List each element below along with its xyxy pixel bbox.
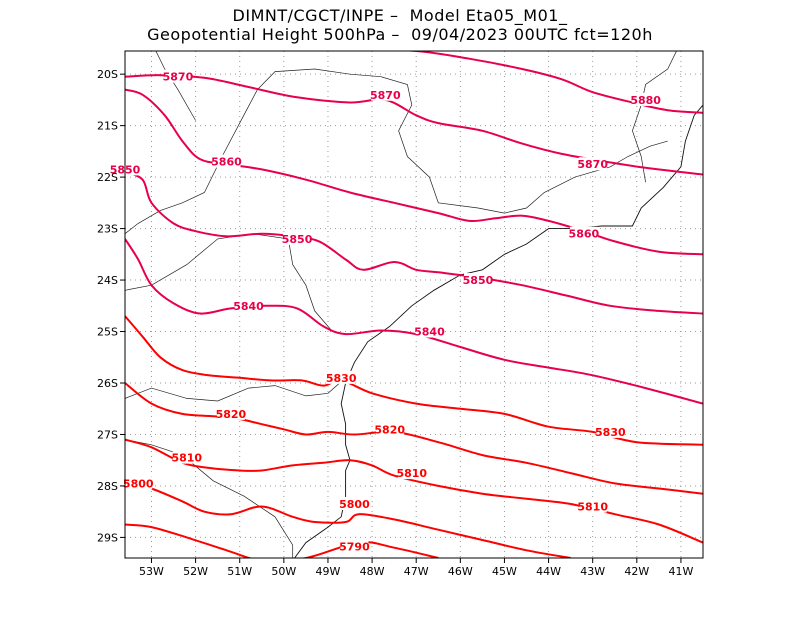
- contour-label-bg: [216, 406, 245, 420]
- x-tick-label: 51W: [227, 565, 252, 578]
- contour-5840: [125, 238, 703, 405]
- x-tick-label: 48W: [360, 565, 385, 578]
- y-tick-label: 28S: [97, 480, 118, 493]
- x-tick-label: 52W: [183, 565, 208, 578]
- x-tick-label: 49W: [316, 565, 341, 578]
- state-border-line: [155, 51, 196, 121]
- contour-label-bg: [631, 92, 660, 106]
- coastline: [294, 104, 703, 558]
- y-axis-ticks: 20S 21S 22S 23S 24S 25S 26S 27S 28S 29S: [97, 68, 125, 544]
- contour-5810: [125, 438, 703, 544]
- x-tick-label: 44W: [536, 565, 561, 578]
- state-border-line: [125, 233, 333, 332]
- x-tick-label: 41W: [669, 565, 694, 578]
- state-border-line: [632, 51, 677, 183]
- contour-label: 5810: [396, 467, 427, 480]
- contour-label: 5860: [569, 228, 600, 241]
- y-tick-label: 20S: [97, 68, 118, 81]
- contour-label-bg: [340, 539, 369, 553]
- contour-label: 5820: [216, 408, 247, 421]
- contour-label-bg: [340, 496, 369, 510]
- x-tick-label: 53W: [139, 565, 164, 578]
- contour-label-bg: [596, 424, 625, 438]
- contour-label: 5830: [326, 372, 357, 385]
- contour-label: 5880: [630, 94, 661, 107]
- contour-label: 5870: [163, 71, 194, 84]
- x-tick-label: 47W: [404, 565, 429, 578]
- contour-label: 5870: [577, 158, 608, 171]
- x-tick-label: 50W: [271, 565, 296, 578]
- y-tick-label: 26S: [97, 377, 118, 390]
- contour-5880: [400, 51, 703, 114]
- contour-label-bg: [463, 273, 492, 287]
- contour-5790: [125, 523, 439, 558]
- plot-frame: [124, 50, 704, 559]
- contour-label: 5830: [595, 426, 626, 439]
- x-axis-ticks: 53W 52W 51W 50W 49W 48W 47W 46W 45W 44W 43W 42W 41W: [139, 558, 693, 578]
- contour-label-bg: [234, 298, 263, 312]
- contour-label: 5810: [171, 452, 202, 465]
- state-border-line: [125, 439, 294, 558]
- contour-label: 5800: [339, 498, 370, 511]
- contour-label: 5820: [374, 423, 405, 436]
- contour-label-bg: [371, 87, 400, 101]
- contour-label-bg: [569, 226, 598, 240]
- contour-label: 5850: [463, 274, 494, 287]
- contour-label-bg: [415, 324, 444, 338]
- contour-label: 5790: [339, 541, 370, 554]
- contour-label-bg: [283, 231, 312, 245]
- contour-labels: 5880587058705870586058605850585058505840…: [110, 69, 661, 554]
- contour-label: 5850: [282, 233, 313, 246]
- y-tick-label: 25S: [97, 326, 118, 339]
- x-tick-label: 46W: [448, 565, 473, 578]
- y-tick-label: 24S: [97, 274, 118, 287]
- contour-label-bg: [578, 157, 607, 171]
- contour-label-bg: [124, 476, 153, 490]
- y-tick-label: 29S: [97, 531, 118, 544]
- contour-label-bg: [397, 466, 426, 480]
- contour-label: 5810: [577, 501, 608, 514]
- contour-label: 5840: [414, 326, 445, 339]
- contour-label-bg: [172, 450, 201, 464]
- contour-label-bg: [327, 370, 356, 384]
- contour-label-bg: [578, 499, 607, 513]
- x-tick-label: 43W: [580, 565, 605, 578]
- contour-label-bg: [375, 422, 404, 436]
- chart-title-line2: Geopotential Height 500hPa – 09/04/2023 …: [147, 25, 653, 44]
- state-border-line: [125, 68, 668, 234]
- y-tick-label: 27S: [97, 428, 118, 441]
- state-border-line: [125, 377, 346, 402]
- contour-5850: [125, 171, 703, 315]
- contour-5800: [125, 479, 571, 558]
- chart-title-line1: DIMNT/CGCT/INPE – Model Eta05_M01_: [232, 6, 568, 25]
- y-tick-label: 21S: [97, 120, 118, 133]
- contour-label: 5860: [211, 156, 242, 169]
- x-tick-label: 42W: [624, 565, 649, 578]
- contour-label-bg: [212, 154, 241, 168]
- y-tick-label: 23S: [97, 223, 118, 236]
- contour-5820: [125, 382, 703, 495]
- x-tick-label: 45W: [492, 565, 517, 578]
- contour-label-bg: [163, 69, 192, 83]
- contour-label: 5800: [123, 477, 154, 490]
- y-tick-label: 22S: [97, 171, 118, 184]
- contour-label: 5840: [233, 300, 264, 313]
- contour-label: 5870: [370, 89, 401, 102]
